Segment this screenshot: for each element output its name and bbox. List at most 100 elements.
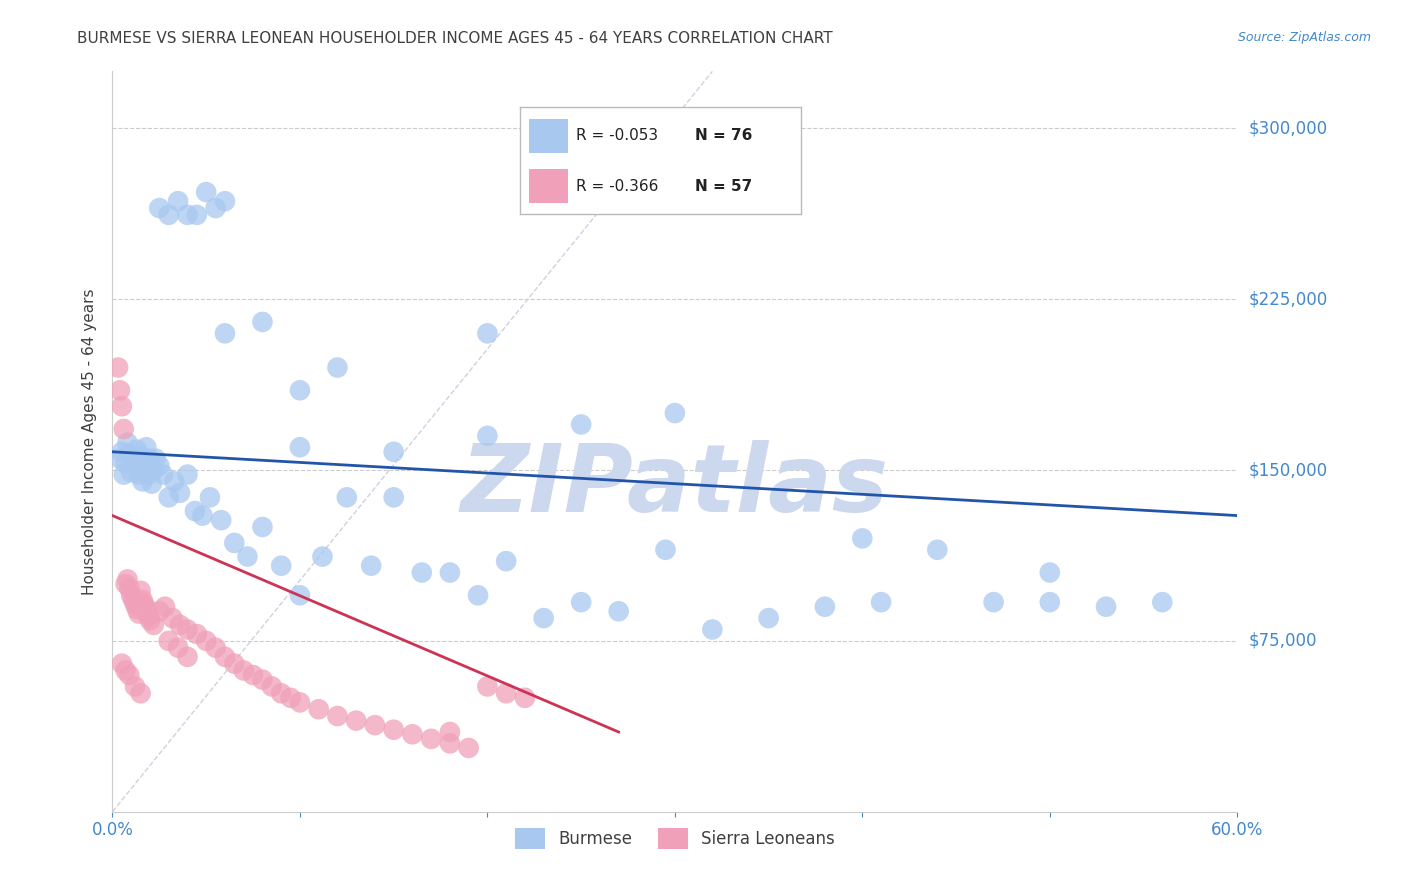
Point bbox=[214, 194, 236, 209]
Point bbox=[439, 566, 461, 580]
Point bbox=[326, 709, 349, 723]
Point bbox=[124, 680, 146, 694]
Point bbox=[1152, 595, 1174, 609]
Point bbox=[142, 618, 165, 632]
Point bbox=[326, 360, 349, 375]
Point bbox=[148, 201, 170, 215]
Text: BURMESE VS SIERRA LEONEAN HOUSEHOLDER INCOME AGES 45 - 64 YEARS CORRELATION CHAR: BURMESE VS SIERRA LEONEAN HOUSEHOLDER IN… bbox=[77, 31, 832, 46]
Point bbox=[136, 608, 159, 623]
Point bbox=[128, 467, 150, 482]
Point bbox=[242, 668, 264, 682]
Point bbox=[135, 440, 157, 454]
Point bbox=[236, 549, 259, 564]
Point bbox=[270, 558, 292, 573]
Point bbox=[163, 475, 186, 489]
Point bbox=[114, 577, 136, 591]
Point bbox=[198, 491, 221, 505]
Point bbox=[186, 208, 208, 222]
Point bbox=[280, 690, 302, 705]
Point bbox=[184, 504, 207, 518]
Point bbox=[125, 442, 148, 457]
Point bbox=[382, 723, 405, 737]
Point bbox=[114, 456, 136, 470]
Point bbox=[758, 611, 780, 625]
Point bbox=[360, 558, 382, 573]
Point bbox=[495, 554, 517, 568]
Point bbox=[139, 613, 162, 627]
Point bbox=[288, 588, 311, 602]
Text: N = 76: N = 76 bbox=[695, 128, 752, 144]
Point bbox=[124, 598, 146, 612]
Point bbox=[288, 695, 311, 709]
FancyBboxPatch shape bbox=[529, 169, 568, 203]
Point bbox=[191, 508, 214, 523]
Point bbox=[142, 463, 165, 477]
Point bbox=[139, 451, 162, 466]
Point bbox=[252, 673, 274, 687]
Point bbox=[114, 664, 136, 678]
Point bbox=[513, 690, 536, 705]
Point bbox=[260, 680, 283, 694]
Point bbox=[814, 599, 837, 614]
Point bbox=[145, 451, 167, 466]
Point bbox=[477, 326, 499, 341]
Point bbox=[382, 491, 405, 505]
Point bbox=[124, 458, 146, 473]
Point bbox=[224, 536, 246, 550]
Point bbox=[702, 623, 724, 637]
Point bbox=[420, 731, 443, 746]
Point bbox=[148, 604, 170, 618]
Point bbox=[401, 727, 423, 741]
Point bbox=[927, 542, 949, 557]
Point bbox=[288, 440, 311, 454]
Point bbox=[477, 429, 499, 443]
Point bbox=[195, 633, 218, 648]
Text: $150,000: $150,000 bbox=[1249, 461, 1327, 479]
Point bbox=[107, 360, 129, 375]
Point bbox=[111, 657, 134, 671]
Point bbox=[252, 520, 274, 534]
Point bbox=[176, 208, 198, 222]
Point bbox=[112, 422, 135, 436]
Point bbox=[131, 592, 153, 607]
FancyBboxPatch shape bbox=[529, 119, 568, 153]
Point bbox=[186, 627, 208, 641]
Point bbox=[457, 740, 479, 755]
Point bbox=[288, 384, 311, 398]
Point bbox=[607, 604, 630, 618]
Point bbox=[204, 640, 226, 655]
Point bbox=[308, 702, 330, 716]
Point bbox=[664, 406, 686, 420]
Text: Source: ZipAtlas.com: Source: ZipAtlas.com bbox=[1237, 31, 1371, 45]
Point bbox=[112, 467, 135, 482]
Point bbox=[252, 315, 274, 329]
Point bbox=[111, 399, 134, 413]
Legend: Burmese, Sierra Leoneans: Burmese, Sierra Leoneans bbox=[509, 822, 841, 855]
Point bbox=[176, 649, 198, 664]
Point bbox=[129, 583, 152, 598]
Point bbox=[120, 588, 142, 602]
Point bbox=[270, 686, 292, 700]
Point bbox=[169, 485, 191, 500]
Point bbox=[870, 595, 893, 609]
Point bbox=[153, 599, 176, 614]
Text: ZIPatlas: ZIPatlas bbox=[461, 440, 889, 532]
Point bbox=[136, 467, 159, 482]
Point bbox=[148, 458, 170, 473]
Point bbox=[134, 456, 156, 470]
Point bbox=[467, 588, 489, 602]
Point bbox=[344, 714, 367, 728]
Point bbox=[411, 566, 433, 580]
Point bbox=[117, 435, 139, 450]
Point bbox=[108, 384, 131, 398]
Point bbox=[1039, 566, 1062, 580]
Point bbox=[167, 640, 190, 655]
Point bbox=[162, 611, 184, 625]
Point bbox=[118, 582, 141, 596]
Point bbox=[108, 451, 131, 466]
Point bbox=[131, 475, 153, 489]
Point bbox=[495, 686, 517, 700]
Text: N = 57: N = 57 bbox=[695, 178, 752, 194]
Point bbox=[983, 595, 1005, 609]
Point bbox=[851, 532, 873, 546]
